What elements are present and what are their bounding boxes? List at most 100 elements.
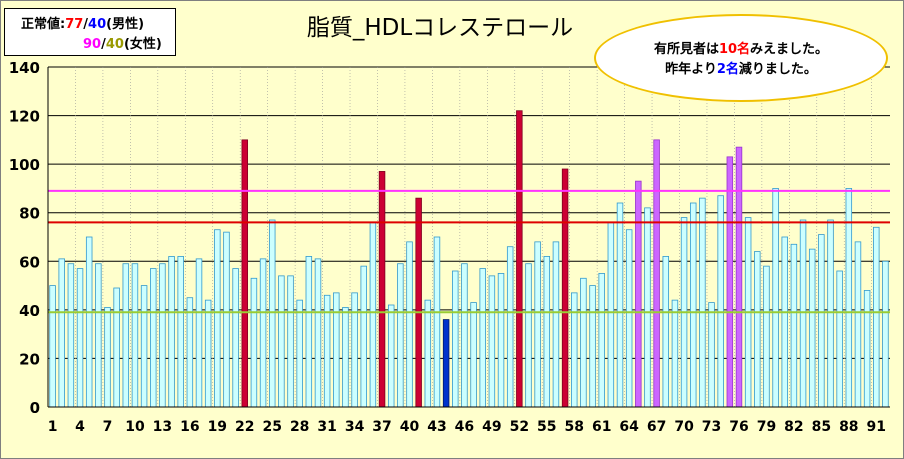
- data-bar: [406, 241, 413, 408]
- data-bar: [49, 285, 56, 408]
- x-tick-label: 67: [647, 419, 666, 435]
- data-bar: [818, 234, 825, 408]
- data-bar: [662, 256, 670, 408]
- data-bar: [561, 168, 569, 408]
- data-bar: [799, 219, 807, 408]
- data-bar: [177, 256, 184, 408]
- x-tick-label: 76: [729, 419, 748, 435]
- data-bar: [58, 258, 65, 408]
- legend-female-upper: 90: [83, 37, 102, 52]
- data-bar: [580, 277, 587, 408]
- y-tick-label: 120: [9, 108, 40, 126]
- data-bar: [836, 270, 843, 408]
- data-bar: [259, 258, 267, 408]
- legend-label: 正常値:: [21, 17, 66, 32]
- data-bar: [314, 258, 322, 408]
- data-bar: [790, 243, 798, 408]
- x-tick-label: 43: [427, 419, 446, 435]
- legend-female-line: 90/40(女性): [83, 33, 162, 52]
- data-bar: [342, 307, 349, 408]
- chart-title: 脂質_HDLコレステロール: [306, 15, 574, 41]
- data-bar: [250, 277, 258, 408]
- data-bar: [131, 263, 139, 408]
- x-tick-label: 85: [812, 419, 831, 435]
- data-bar: [571, 292, 578, 408]
- data-bar: [671, 299, 679, 408]
- data-bar: [479, 268, 486, 408]
- note-line1-count: 10名: [718, 42, 751, 57]
- data-bar: [369, 222, 377, 408]
- data-bar: [863, 290, 871, 408]
- note-line1-prefix: 有所見者は: [653, 42, 719, 57]
- legend-male-line: 正常値:77/40(男性): [21, 13, 144, 32]
- data-bar: [186, 297, 194, 408]
- data-bar: [305, 256, 313, 408]
- legend-slash-2: /: [101, 37, 106, 52]
- data-bar: [415, 197, 422, 408]
- data-bar: [699, 197, 706, 408]
- data-bar: [433, 236, 441, 408]
- y-tick-label: 80: [19, 205, 40, 223]
- note-line2-prefix: 昨年より: [665, 62, 717, 77]
- y-tick-label: 20: [19, 350, 40, 368]
- y-tick-label: 100: [9, 156, 40, 174]
- data-bar: [708, 302, 715, 408]
- note-line-1: 有所見者は10名みえました。: [596, 38, 886, 57]
- data-bar: [882, 260, 889, 408]
- data-bar: [525, 263, 532, 408]
- x-tick-label: 49: [482, 419, 501, 435]
- data-bar: [351, 292, 358, 408]
- legend-slash-1: /: [83, 17, 89, 32]
- x-tick-label: 22: [235, 419, 254, 435]
- data-bar: [845, 188, 853, 408]
- x-tick-label: 1: [48, 419, 58, 435]
- legend-female-lower: 40: [105, 37, 124, 52]
- data-bar: [625, 229, 633, 408]
- data-bar: [76, 268, 84, 408]
- x-tick-label: 55: [537, 419, 556, 435]
- x-tick-label: 82: [784, 419, 803, 435]
- data-bar: [506, 246, 514, 408]
- data-bar: [296, 299, 303, 408]
- x-tick-label: 31: [317, 419, 336, 435]
- data-bar: [717, 195, 724, 408]
- y-tick-label: 140: [9, 59, 40, 77]
- y-tick-label: 0: [30, 399, 40, 417]
- y-tick-label: 60: [19, 253, 40, 271]
- data-bar: [150, 268, 157, 408]
- note-line1-suffix: みえました。: [750, 42, 829, 57]
- data-bar: [827, 219, 834, 408]
- data-bar: [808, 248, 816, 408]
- x-tick-label: 91: [867, 419, 886, 435]
- data-bar: [241, 139, 249, 408]
- note-line2-suffix: 減りました。: [738, 62, 817, 77]
- x-tick-label: 37: [372, 419, 391, 435]
- data-bar: [67, 263, 75, 408]
- data-bar: [516, 110, 523, 408]
- data-bar: [781, 236, 788, 408]
- data-bar: [763, 265, 770, 408]
- data-bar: [534, 241, 541, 408]
- data-bar: [95, 263, 102, 408]
- x-tick-label: 4: [75, 419, 85, 435]
- data-bar: [461, 263, 468, 408]
- x-tick-label: 28: [290, 419, 309, 435]
- data-bar: [589, 285, 596, 408]
- data-bar: [223, 231, 230, 408]
- data-bar: [85, 236, 93, 408]
- x-tick-label: 70: [674, 419, 694, 435]
- data-bar: [854, 241, 862, 408]
- y-tick-label: 40: [19, 302, 40, 320]
- x-tick-label: 10: [125, 419, 145, 435]
- data-bar: [470, 302, 477, 408]
- data-bar: [543, 256, 551, 408]
- summary-note: 有所見者は10名みえました。 昨年より2名減りました。: [594, 14, 888, 102]
- data-bar: [232, 268, 239, 408]
- data-bar: [168, 256, 175, 408]
- data-bar: [214, 229, 221, 408]
- data-bar: [104, 307, 111, 408]
- x-tick-label: 64: [619, 419, 639, 435]
- note-line2-count: 2名: [716, 62, 739, 77]
- reference-legend: 正常値:77/40(男性) 90/40(女性): [4, 8, 176, 56]
